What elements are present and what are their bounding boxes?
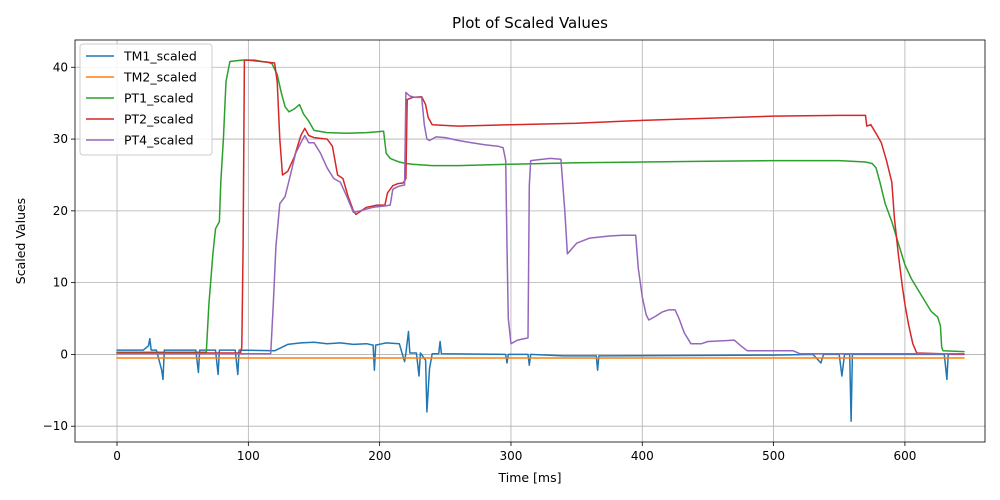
x-tick-label: 400 [631, 449, 654, 463]
plot-frame [74, 39, 986, 443]
x-tick-label: 300 [500, 449, 523, 463]
y-tick-label: 40 [53, 60, 68, 74]
x-tick-label: 500 [762, 449, 785, 463]
x-axis-label: Time [ms] [497, 470, 561, 485]
chart-title: Plot of Scaled Values [452, 14, 608, 32]
legend-entry: TM2_scaled [123, 70, 197, 85]
y-tick-label: 0 [60, 347, 68, 361]
series-line-pt1-scaled [116, 59, 965, 354]
y-tick-label: −10 [43, 419, 68, 433]
series-line-pt4-scaled [116, 91, 965, 355]
y-axis-label: Scaled Values [13, 198, 28, 284]
legend-entry: PT1_scaled [124, 91, 194, 106]
series-layer [116, 59, 965, 422]
legend-entry: TM1_scaled [123, 49, 197, 64]
series-line-pt2-scaled [116, 59, 965, 356]
y-tick-label: 30 [53, 132, 68, 146]
legend: TM1_scaled TM2_scaled PT1_scaled PT2_scaled… [79, 43, 213, 156]
legend-box [79, 43, 213, 156]
legend-entry: PT4_scaled [124, 133, 194, 148]
legend-entry: PT2_scaled [124, 112, 194, 127]
y-tick-label: 20 [53, 204, 68, 218]
x-tick-label: 0 [113, 449, 121, 463]
x-tick-label: 100 [237, 449, 260, 463]
y-tick-label: 10 [53, 276, 68, 290]
x-tick-label: 600 [893, 449, 916, 463]
y-axis-ticks: −10 0 10 20 30 40 [43, 60, 75, 433]
x-axis-ticks: 0 100 200 300 400 500 600 [113, 442, 916, 463]
x-tick-label: 200 [368, 449, 391, 463]
